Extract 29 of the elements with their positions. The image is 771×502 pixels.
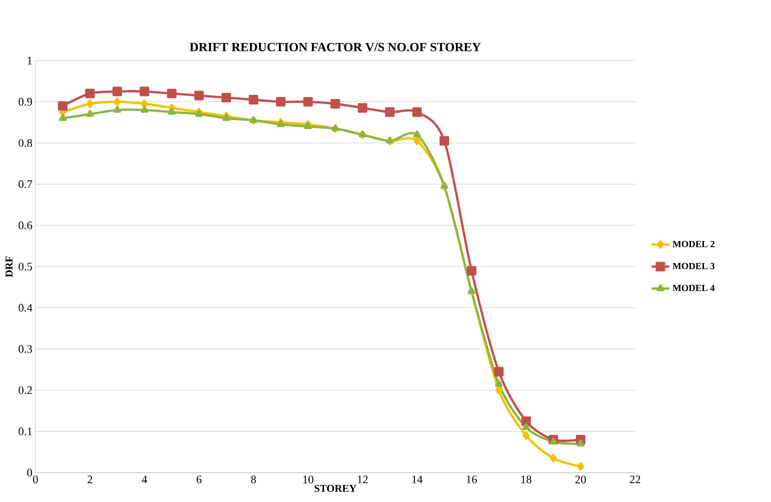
x-tick-label: 20 — [575, 476, 586, 484]
x-tick-label: 10 — [303, 476, 314, 484]
x-tick-label: 8 — [251, 476, 256, 484]
x-tick-label: 0 — [33, 476, 38, 484]
x-tick-label: 4 — [142, 476, 148, 484]
x-tick-label: 2 — [88, 476, 92, 484]
x-axis-title: STOREY — [314, 484, 356, 492]
y-tick-label: 0.6 — [18, 221, 32, 230]
x-tick-label: 16 — [466, 476, 477, 484]
chart-title: DRIFT REDUCTION FACTOR V/S NO.OF STOREY — [190, 42, 481, 52]
y-tick-label: 0.3 — [18, 345, 32, 353]
x-tick-label: 18 — [521, 476, 532, 484]
legend-label: MODEL 3 — [672, 262, 714, 270]
x-tick-label: 6 — [196, 476, 202, 484]
y-tick-label: 0.9 — [18, 98, 32, 106]
legend-label: MODEL 4 — [672, 284, 715, 292]
y-tick-label: 0.8 — [18, 139, 32, 147]
x-tick-label: 22 — [630, 476, 640, 484]
y-tick-label: 0 — [27, 468, 32, 476]
x-tick-label: 12 — [358, 476, 368, 484]
y-tick-label: 1 — [28, 56, 32, 64]
x-tick-label: 14 — [412, 476, 423, 484]
y-axis-title: DRF — [6, 256, 12, 278]
y-tick-label: 0.4 — [18, 304, 32, 312]
y-tick-label: 0.1 — [18, 427, 32, 436]
y-tick-label: 0.7 — [18, 180, 32, 188]
y-tick-label: 0.2 — [18, 386, 32, 394]
y-tick-label: 0.5 — [18, 262, 32, 270]
legend-label: MODEL 2 — [672, 240, 714, 248]
